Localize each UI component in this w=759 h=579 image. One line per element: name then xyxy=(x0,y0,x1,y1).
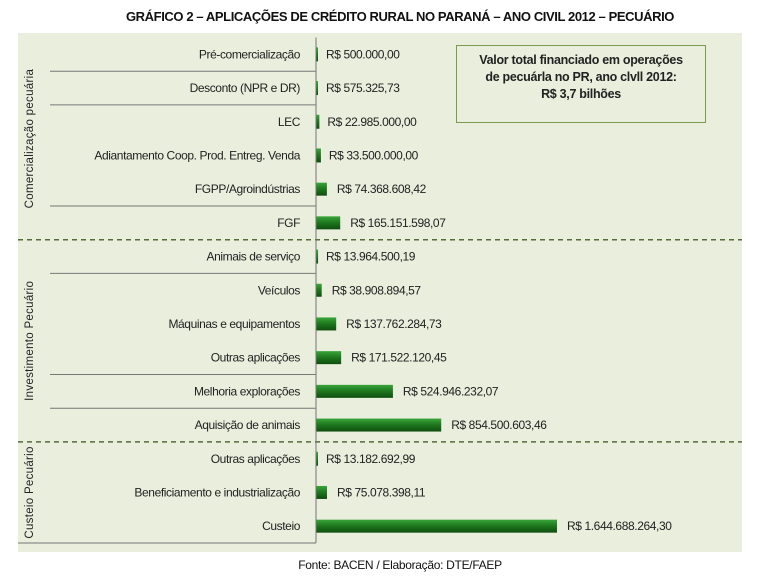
value-label: R$ 854.500.603,46 xyxy=(451,418,547,432)
value-label: R$ 524.946.232,07 xyxy=(403,384,499,398)
bar xyxy=(316,384,393,398)
category-label: Animais de serviço xyxy=(206,250,300,264)
bar xyxy=(316,418,442,432)
source-note: Fonte: BACEN / Elaboração: DTE/FAEP xyxy=(298,558,502,572)
bar xyxy=(316,283,322,297)
bar-chart: Pré-comercialização R$ 500.000,00 Desconto… xyxy=(18,37,742,544)
group-label: Comercialização pecuária xyxy=(24,69,36,209)
plot-area: Pré-comercialização R$ 500.000,00 Desconto… xyxy=(18,33,742,552)
category-label: Veículos xyxy=(258,283,301,297)
value-label: R$ 75.078.398,11 xyxy=(337,485,426,499)
category-label: Pré-comercialização xyxy=(199,47,301,61)
annotation-line-3: R$ 3,7 bilhões xyxy=(541,87,621,101)
bar xyxy=(316,451,318,466)
group-label: Custeio Pecuário xyxy=(24,446,36,538)
category-label: Máquinas e equipamentos xyxy=(168,317,300,331)
total-annotation-box: Valor total financiado em operações de p… xyxy=(456,45,706,123)
value-label: R$ 38.908.894,57 xyxy=(332,283,422,297)
annotation-line-1: Valor total financiado em operações xyxy=(479,53,683,67)
category-label: Melhoria explorações xyxy=(194,384,300,398)
category-label: FGF xyxy=(277,216,300,230)
bar xyxy=(316,249,319,264)
category-label: Desconto (NPR e DR) xyxy=(190,81,301,95)
bar xyxy=(316,47,318,62)
value-label: R$ 165.151.598,07 xyxy=(350,216,446,230)
bar xyxy=(316,216,341,230)
category-label: Beneficiamento e industrialização xyxy=(134,485,300,499)
value-label: R$ 22.985.000,00 xyxy=(327,115,417,129)
bar xyxy=(316,148,321,163)
value-label: R$ 137.762.284,73 xyxy=(346,317,442,331)
group-label: Investimento Pecuário xyxy=(24,281,36,401)
category-label: Outras aplicações xyxy=(211,351,301,365)
category-label: Custeio xyxy=(262,519,301,533)
value-label: R$ 500.000,00 xyxy=(326,47,400,61)
value-label: R$ 33.500.000,00 xyxy=(329,148,419,162)
value-label: R$ 575.325,73 xyxy=(326,81,400,95)
bar xyxy=(316,351,342,365)
category-label: FGPP/Agroindústrias xyxy=(195,182,301,196)
value-label: R$ 13.964.500,19 xyxy=(326,250,416,264)
bar xyxy=(316,519,557,533)
annotation-line-2: de pecuárla no PR, ano clvll 2012: xyxy=(485,70,677,84)
value-label: R$ 1.644.688.264,30 xyxy=(567,519,672,533)
value-label: R$ 171.522.120,45 xyxy=(351,351,447,365)
bar xyxy=(316,114,320,129)
bar xyxy=(316,485,328,499)
category-label: Aquisição de animais xyxy=(195,418,301,432)
value-label: R$ 74.368.608,42 xyxy=(337,182,427,196)
chart-title: GRÁFICO 2 – APLICAÇÕES DE CRÉDITO RURAL … xyxy=(125,9,675,24)
category-label: Outras aplicações xyxy=(211,452,301,466)
category-label: Adiantamento Coop. Prod. Entreg. Venda xyxy=(94,148,300,162)
category-label: LEC xyxy=(278,115,301,129)
bar xyxy=(316,317,337,331)
bar xyxy=(316,81,318,96)
value-label: R$ 13.182.692,99 xyxy=(326,452,416,466)
bar xyxy=(316,182,327,196)
